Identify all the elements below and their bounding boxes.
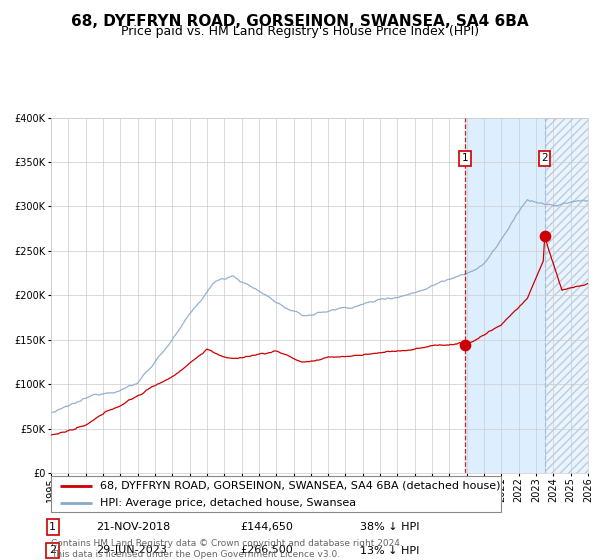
Text: 13% ↓ HPI: 13% ↓ HPI bbox=[360, 545, 419, 556]
Text: 21-NOV-2018: 21-NOV-2018 bbox=[96, 522, 170, 532]
Point bbox=[460, 340, 470, 349]
Text: Price paid vs. HM Land Registry's House Price Index (HPI): Price paid vs. HM Land Registry's House … bbox=[121, 25, 479, 38]
Text: HPI: Average price, detached house, Swansea: HPI: Average price, detached house, Swan… bbox=[101, 498, 356, 508]
Point bbox=[540, 232, 550, 241]
Text: 2: 2 bbox=[49, 545, 56, 556]
Bar bbox=[545, 118, 596, 473]
Text: 38% ↓ HPI: 38% ↓ HPI bbox=[360, 522, 419, 532]
Text: 1: 1 bbox=[461, 153, 468, 164]
Bar bbox=[465, 118, 545, 473]
Text: Contains HM Land Registry data © Crown copyright and database right 2024.
This d: Contains HM Land Registry data © Crown c… bbox=[51, 539, 403, 559]
Bar bbox=[545, 118, 596, 473]
Text: £144,650: £144,650 bbox=[240, 522, 293, 532]
Text: 2: 2 bbox=[541, 153, 548, 164]
Text: 68, DYFFRYN ROAD, GORSEINON, SWANSEA, SA4 6BA (detached house): 68, DYFFRYN ROAD, GORSEINON, SWANSEA, SA… bbox=[101, 481, 501, 491]
Text: 29-JUN-2023: 29-JUN-2023 bbox=[96, 545, 167, 556]
Text: £266,500: £266,500 bbox=[240, 545, 293, 556]
Text: 68, DYFFRYN ROAD, GORSEINON, SWANSEA, SA4 6BA: 68, DYFFRYN ROAD, GORSEINON, SWANSEA, SA… bbox=[71, 14, 529, 29]
Text: 1: 1 bbox=[49, 522, 56, 532]
